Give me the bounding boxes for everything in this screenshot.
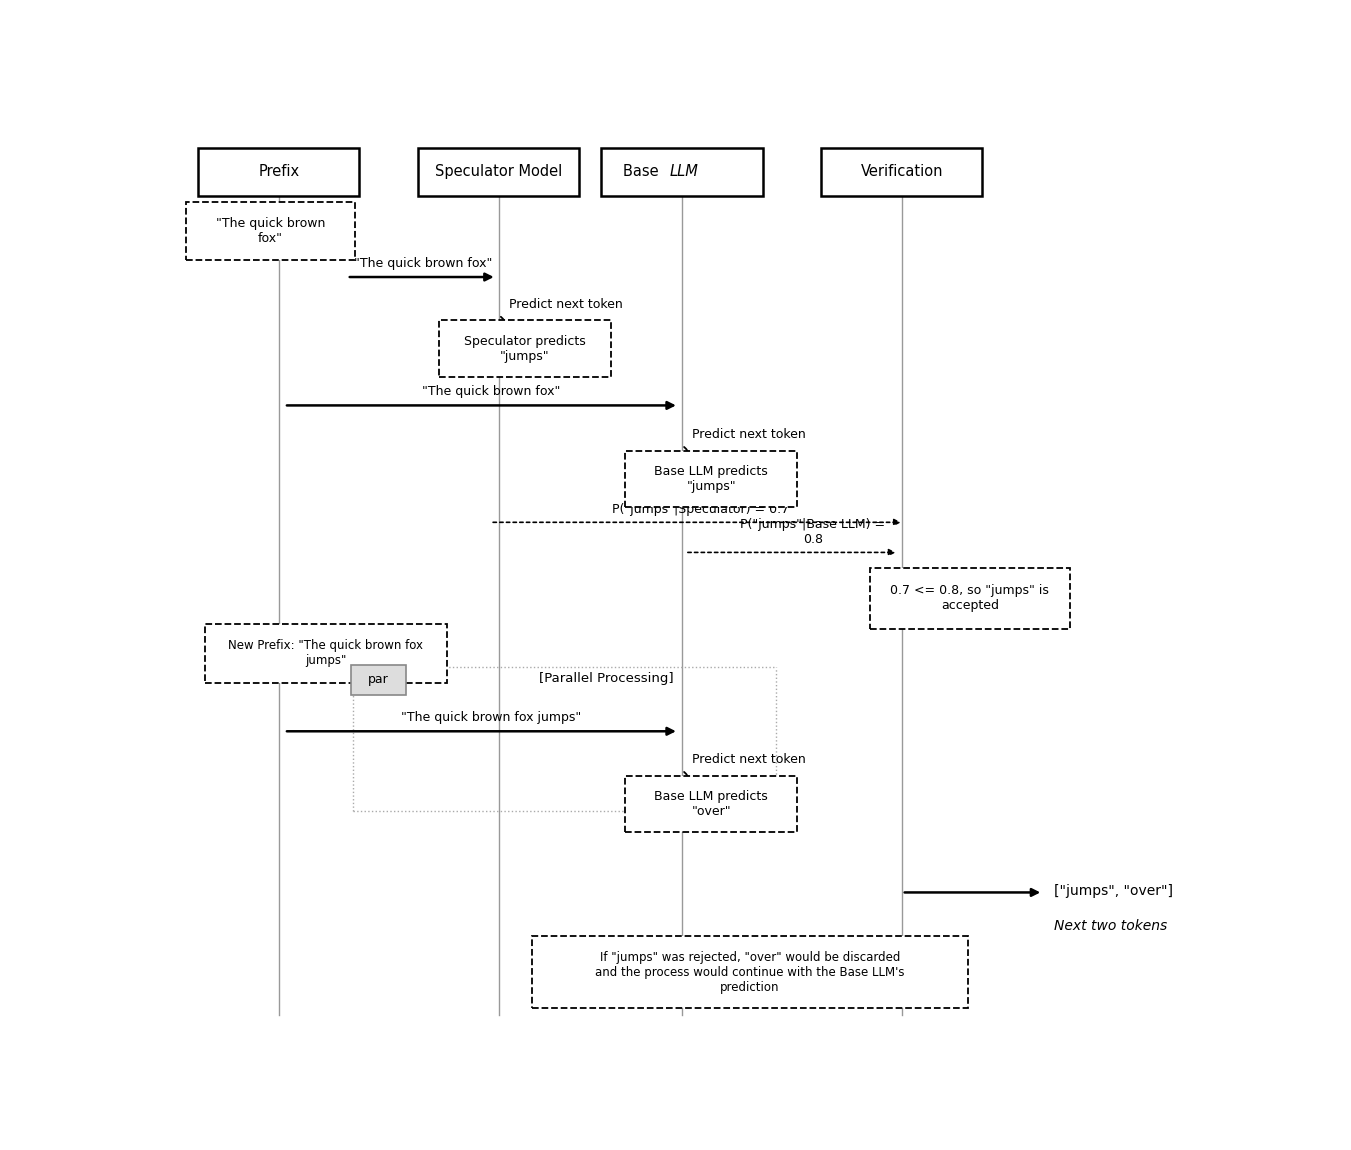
Text: Prefix: Prefix — [258, 164, 300, 179]
Text: Base: Base — [623, 164, 663, 179]
Text: LLM: LLM — [669, 164, 698, 179]
Text: "The quick brown
fox": "The quick brown fox" — [216, 217, 326, 245]
FancyBboxPatch shape — [417, 147, 580, 196]
FancyBboxPatch shape — [821, 147, 982, 196]
Text: P("jumps"|Base LLM) =
0.8: P("jumps"|Base LLM) = 0.8 — [740, 519, 885, 546]
FancyBboxPatch shape — [870, 568, 1070, 629]
FancyBboxPatch shape — [351, 665, 405, 695]
FancyBboxPatch shape — [532, 936, 967, 1009]
Text: ["jumps", "over"]: ["jumps", "over"] — [1054, 883, 1173, 898]
FancyBboxPatch shape — [601, 147, 762, 196]
Text: Predict next token: Predict next token — [692, 428, 807, 440]
FancyBboxPatch shape — [205, 624, 447, 683]
Text: Predict next token: Predict next token — [692, 753, 807, 766]
FancyBboxPatch shape — [626, 775, 797, 833]
Text: Speculator Model: Speculator Model — [435, 164, 562, 179]
FancyBboxPatch shape — [199, 147, 359, 196]
Text: "The quick brown fox": "The quick brown fox" — [354, 256, 492, 270]
Text: Predict next token: Predict next token — [509, 298, 623, 311]
Text: Speculator predicts
"jumps": Speculator predicts "jumps" — [463, 335, 586, 362]
Text: Base LLM predicts
"over": Base LLM predicts "over" — [654, 790, 769, 818]
Text: Verification: Verification — [861, 164, 943, 179]
FancyBboxPatch shape — [186, 201, 355, 260]
Text: Next two tokens: Next two tokens — [1054, 919, 1167, 933]
Text: If "jumps" was rejected, "over" would be discarded
and the process would continu: If "jumps" was rejected, "over" would be… — [596, 951, 905, 994]
FancyBboxPatch shape — [439, 321, 611, 377]
Text: Base LLM predicts
"jumps": Base LLM predicts "jumps" — [654, 465, 769, 493]
Text: "The quick brown fox": "The quick brown fox" — [422, 385, 561, 398]
Text: 0.7 <= 0.8, so "jumps" is
accepted: 0.7 <= 0.8, so "jumps" is accepted — [890, 584, 1050, 613]
Text: par: par — [367, 674, 389, 687]
Text: New Prefix: "The quick brown fox
jumps": New Prefix: "The quick brown fox jumps" — [228, 639, 423, 667]
Text: P("jumps"|Speculator) = 0.7: P("jumps"|Speculator) = 0.7 — [612, 503, 789, 516]
FancyBboxPatch shape — [626, 451, 797, 507]
Text: "The quick brown fox jumps": "The quick brown fox jumps" — [401, 711, 581, 724]
Text: [Parallel Processing]: [Parallel Processing] — [539, 672, 674, 684]
